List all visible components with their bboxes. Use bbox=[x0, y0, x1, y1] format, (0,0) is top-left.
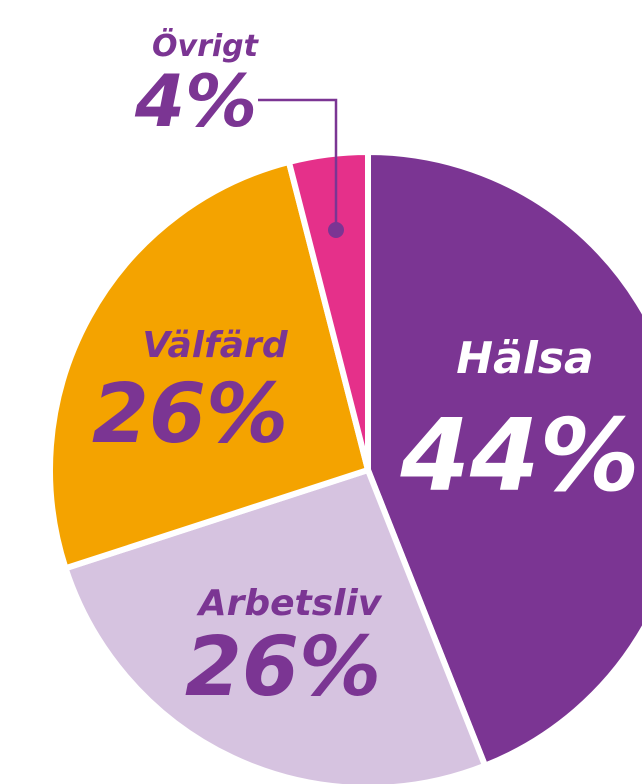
slice-label: Arbetsliv bbox=[196, 583, 383, 624]
slice-label: Välfärd bbox=[142, 325, 288, 366]
slice-label: Övrigt bbox=[152, 27, 260, 64]
leader-dot bbox=[328, 222, 344, 238]
slice bbox=[365, 148, 642, 770]
slice bbox=[47, 158, 372, 573]
slice bbox=[285, 148, 371, 471]
value-label: 26% bbox=[92, 367, 288, 462]
slice bbox=[61, 466, 489, 784]
value-label: 44% bbox=[399, 397, 639, 514]
value-label: 26% bbox=[185, 620, 381, 715]
pie bbox=[47, 148, 642, 784]
slice-label: Hälsa bbox=[456, 333, 593, 384]
leader-line bbox=[258, 98, 338, 230]
value-label: 4% bbox=[134, 59, 257, 143]
